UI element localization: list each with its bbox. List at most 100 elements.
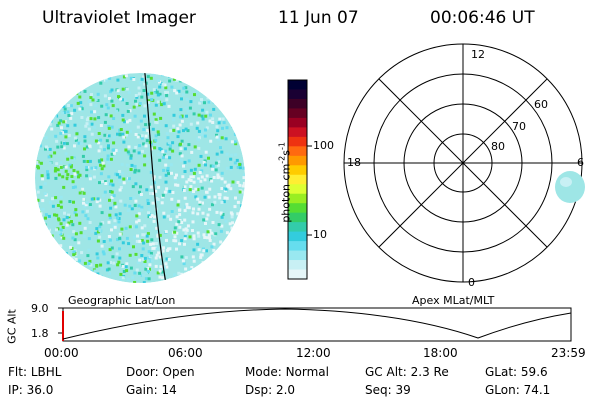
disk-pixel — [209, 113, 212, 117]
disk-pixel — [105, 103, 109, 107]
disk-pixel — [177, 199, 181, 203]
disk-pixel — [242, 166, 245, 170]
disk-pixel — [180, 154, 184, 158]
disk-pixel — [219, 146, 222, 150]
disk-pixel — [202, 249, 206, 253]
disk-pixel — [186, 129, 190, 133]
disk-pixel — [170, 197, 174, 201]
disk-pixel — [117, 217, 121, 220]
disk-pixel — [61, 85, 65, 89]
disk-pixel — [161, 156, 165, 160]
disk-pixel — [53, 169, 57, 173]
disk-pixel — [90, 197, 94, 201]
disk-pixel — [110, 99, 114, 103]
disk-pixel — [187, 178, 191, 182]
disk-pixel — [157, 132, 161, 136]
disk-pixel — [152, 219, 156, 223]
disk-pixel — [61, 226, 65, 229]
disk-pixel — [227, 257, 231, 261]
disk-pixel — [173, 235, 177, 239]
disk-pixel — [108, 238, 112, 242]
disk-pixel — [40, 111, 44, 115]
disk-pixel — [171, 149, 175, 153]
disk-pixel — [216, 270, 219, 274]
disk-pixel — [197, 129, 201, 133]
disk-pixel — [82, 281, 86, 283]
disk-pixel — [189, 100, 193, 104]
disk-pixel — [216, 157, 220, 161]
disk-pixel — [206, 263, 209, 267]
disk-pixel — [125, 163, 129, 167]
disk-pixel — [54, 176, 58, 180]
disk-pixel — [208, 207, 212, 211]
disk-pixel — [223, 180, 227, 184]
disk-pixel — [160, 103, 164, 107]
disk-pixel — [138, 102, 142, 105]
disk-pixel — [158, 233, 162, 237]
disk-pixel — [104, 113, 108, 117]
disk-pixel — [129, 197, 133, 200]
disk-pixel — [172, 124, 176, 128]
disk-pixel — [186, 274, 190, 277]
disk-pixel — [106, 157, 110, 161]
disk-pixel — [211, 167, 215, 171]
disk-pixel — [152, 73, 156, 77]
disk-pixel — [77, 241, 81, 245]
disk-pixel — [116, 132, 119, 136]
disk-pixel — [175, 231, 179, 235]
disk-pixel — [235, 261, 239, 265]
disk-pixel — [36, 232, 40, 236]
disk-pixel — [186, 109, 190, 113]
disk-pixel — [208, 259, 212, 263]
disk-pixel — [99, 222, 103, 226]
disk-pixel — [94, 98, 98, 102]
disk-pixel — [73, 185, 77, 189]
disk-pixel — [76, 269, 80, 273]
disk-pixel — [67, 234, 71, 238]
disk-pixel — [88, 159, 92, 163]
disk-pixel — [178, 213, 182, 217]
disk-pixel — [96, 256, 100, 260]
disk-pixel — [76, 282, 79, 283]
colorbar-segment — [288, 193, 307, 204]
disk-pixel — [208, 236, 211, 240]
disk-pixel — [69, 116, 73, 120]
disk-pixel — [99, 163, 103, 167]
disk-pixel — [109, 190, 113, 193]
disk-pixel — [203, 236, 207, 239]
disk-pixel — [53, 108, 57, 112]
disk-pixel — [87, 248, 91, 252]
disk-pixel — [69, 104, 73, 108]
disk-pixel — [55, 228, 58, 232]
disk-pixel — [198, 200, 202, 204]
disk-pixel — [39, 258, 43, 262]
disk-pixel — [93, 96, 97, 100]
disk-pixel — [175, 91, 179, 95]
disk-pixel — [49, 99, 52, 103]
disk-pixel — [80, 108, 84, 112]
glat-info: GLat: 59.6 — [485, 365, 548, 379]
disk-pixel — [221, 213, 225, 216]
disk-pixel — [136, 282, 140, 283]
disk-pixel — [63, 211, 66, 215]
disk-pixel — [46, 227, 50, 231]
disk-pixel — [161, 73, 165, 77]
disk-pixel — [64, 169, 68, 173]
disk-pixel — [102, 194, 106, 198]
disk-pixel — [125, 236, 129, 240]
disk-pixel — [121, 132, 125, 136]
disk-pixel — [178, 242, 181, 246]
disk-pixel — [196, 242, 200, 246]
disk-pixel — [96, 230, 100, 234]
disk-pixel — [161, 281, 165, 283]
disk-pixel — [147, 213, 151, 217]
disk-pixel — [92, 272, 96, 276]
disk-pixel — [242, 176, 245, 180]
disk-pixel — [229, 187, 233, 191]
disk-pixel — [190, 266, 194, 270]
disk-pixel — [44, 260, 48, 264]
disk-pixel — [204, 114, 208, 118]
disk-pixel — [121, 118, 125, 122]
colorbar-segment — [288, 117, 307, 128]
disk-pixel — [235, 245, 239, 249]
